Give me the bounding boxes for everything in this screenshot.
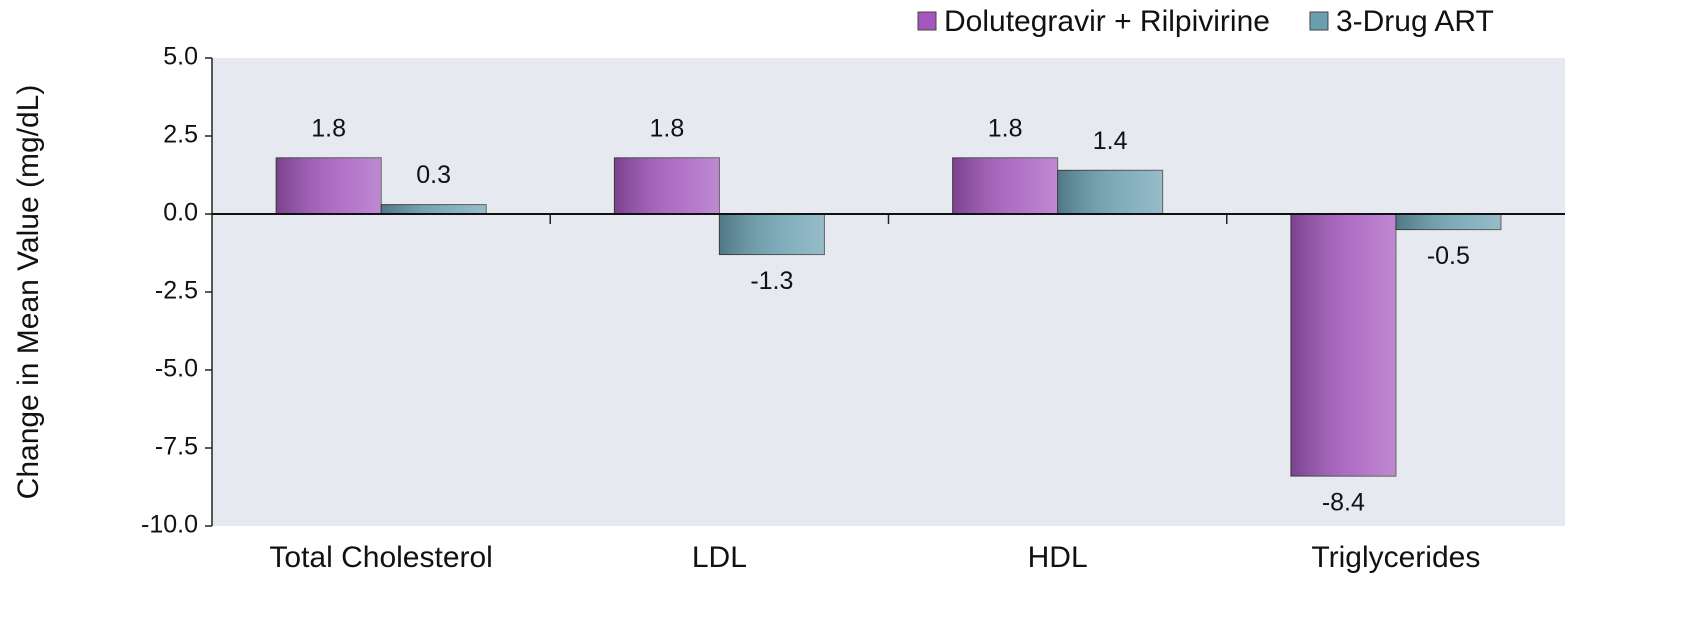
value-label: 1.8 bbox=[988, 114, 1023, 142]
bar-shine bbox=[1290, 214, 1396, 477]
value-label: 1.8 bbox=[311, 114, 346, 142]
value-label: 1.8 bbox=[649, 114, 684, 142]
x-tick-label: LDL bbox=[692, 541, 747, 574]
x-tick-label: HDL bbox=[1028, 541, 1088, 574]
y-tick-label: 2.5 bbox=[163, 121, 198, 149]
legend-swatch bbox=[1309, 11, 1329, 31]
legend-label: Dolutegravir + Rilpivirine bbox=[944, 5, 1270, 38]
y-tick-label: 0.0 bbox=[163, 199, 198, 227]
bar-shine bbox=[276, 157, 382, 214]
bar-shine bbox=[1057, 170, 1163, 214]
bar-shine bbox=[614, 157, 720, 214]
value-label: 1.4 bbox=[1093, 127, 1128, 155]
y-tick-label: -2.5 bbox=[155, 277, 198, 305]
y-tick-label: 5.0 bbox=[163, 43, 198, 71]
y-axis-title: Change in Mean Value (mg/dL) bbox=[12, 85, 45, 500]
bar-shine bbox=[952, 157, 1058, 214]
value-label: 0.3 bbox=[416, 161, 451, 189]
value-label: -1.3 bbox=[750, 267, 793, 295]
legend-swatch bbox=[917, 11, 937, 31]
bar-shine bbox=[1395, 214, 1501, 230]
value-label: -0.5 bbox=[1427, 242, 1470, 270]
y-tick-label: -7.5 bbox=[155, 433, 198, 461]
bar-shine bbox=[719, 214, 825, 255]
x-tick-label: Triglycerides bbox=[1311, 541, 1480, 574]
value-label: -8.4 bbox=[1322, 489, 1365, 517]
y-tick-label: -5.0 bbox=[155, 355, 198, 383]
y-tick-label: -10.0 bbox=[141, 511, 198, 539]
x-tick-label: Total Cholesterol bbox=[269, 541, 492, 574]
bar-shine bbox=[381, 204, 487, 214]
legend-label: 3-Drug ART bbox=[1336, 5, 1494, 38]
